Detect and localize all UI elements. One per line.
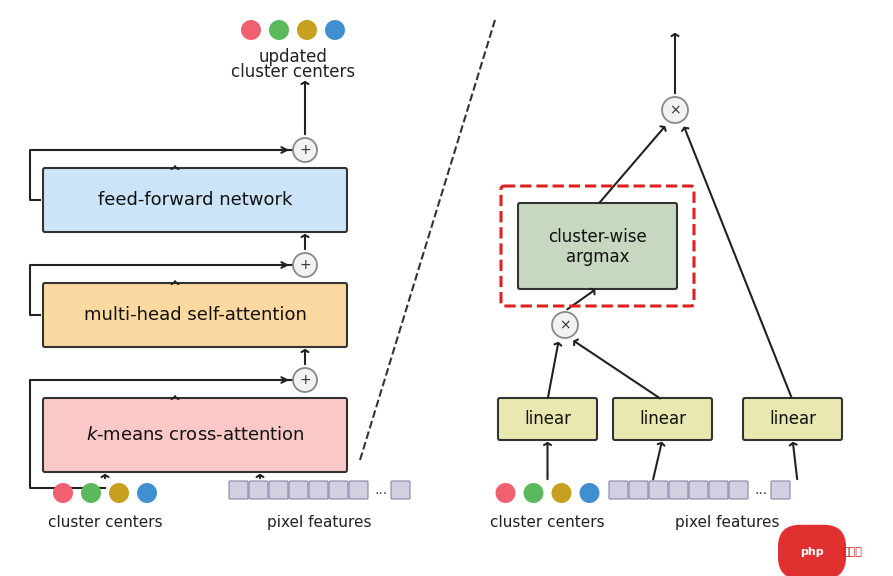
FancyBboxPatch shape [609, 481, 628, 499]
Text: +: + [299, 373, 311, 387]
FancyBboxPatch shape [689, 481, 708, 499]
FancyBboxPatch shape [613, 398, 712, 440]
Circle shape [496, 483, 515, 503]
FancyBboxPatch shape [649, 481, 668, 499]
Text: ×: × [559, 318, 571, 332]
Text: argmax: argmax [566, 248, 630, 266]
Circle shape [53, 483, 73, 503]
Circle shape [241, 20, 261, 40]
Text: 中文网: 中文网 [842, 547, 862, 557]
Text: updated: updated [259, 48, 328, 66]
FancyBboxPatch shape [249, 481, 268, 499]
FancyBboxPatch shape [43, 398, 347, 472]
Text: multi-head self-attention: multi-head self-attention [84, 306, 306, 324]
Text: cluster centers: cluster centers [47, 515, 163, 530]
FancyBboxPatch shape [729, 481, 748, 499]
FancyBboxPatch shape [43, 168, 347, 232]
Circle shape [137, 483, 157, 503]
Text: ×: × [669, 103, 680, 117]
FancyBboxPatch shape [269, 481, 288, 499]
FancyBboxPatch shape [743, 398, 842, 440]
Circle shape [580, 483, 599, 503]
Circle shape [552, 483, 572, 503]
Text: cluster-wise: cluster-wise [548, 228, 647, 246]
FancyBboxPatch shape [771, 481, 790, 499]
Text: cluster centers: cluster centers [231, 63, 355, 81]
Text: $k$-means cross-attention: $k$-means cross-attention [86, 426, 305, 444]
Circle shape [293, 138, 317, 162]
FancyBboxPatch shape [349, 481, 368, 499]
Circle shape [297, 20, 317, 40]
FancyBboxPatch shape [329, 481, 348, 499]
Circle shape [325, 20, 345, 40]
Text: +: + [299, 143, 311, 157]
Text: linear: linear [639, 410, 686, 428]
FancyBboxPatch shape [629, 481, 648, 499]
FancyBboxPatch shape [518, 203, 677, 289]
Circle shape [81, 483, 101, 503]
FancyBboxPatch shape [309, 481, 328, 499]
Text: pixel features: pixel features [675, 515, 780, 530]
Circle shape [523, 483, 544, 503]
Text: linear: linear [524, 410, 571, 428]
FancyBboxPatch shape [669, 481, 688, 499]
FancyBboxPatch shape [391, 481, 410, 499]
FancyBboxPatch shape [43, 283, 347, 347]
Text: ...: ... [374, 483, 388, 497]
FancyBboxPatch shape [498, 398, 597, 440]
Circle shape [552, 312, 578, 338]
FancyBboxPatch shape [709, 481, 728, 499]
Circle shape [293, 253, 317, 277]
FancyBboxPatch shape [289, 481, 308, 499]
Circle shape [293, 368, 317, 392]
Text: +: + [299, 258, 311, 272]
Text: cluster centers: cluster centers [490, 515, 605, 530]
Circle shape [269, 20, 289, 40]
Text: pixel features: pixel features [267, 515, 371, 530]
FancyBboxPatch shape [229, 481, 248, 499]
Circle shape [662, 97, 688, 123]
Text: linear: linear [769, 410, 816, 428]
Circle shape [109, 483, 129, 503]
Text: ...: ... [754, 483, 767, 497]
Text: feed-forward network: feed-forward network [98, 191, 292, 209]
Text: php: php [800, 547, 824, 557]
